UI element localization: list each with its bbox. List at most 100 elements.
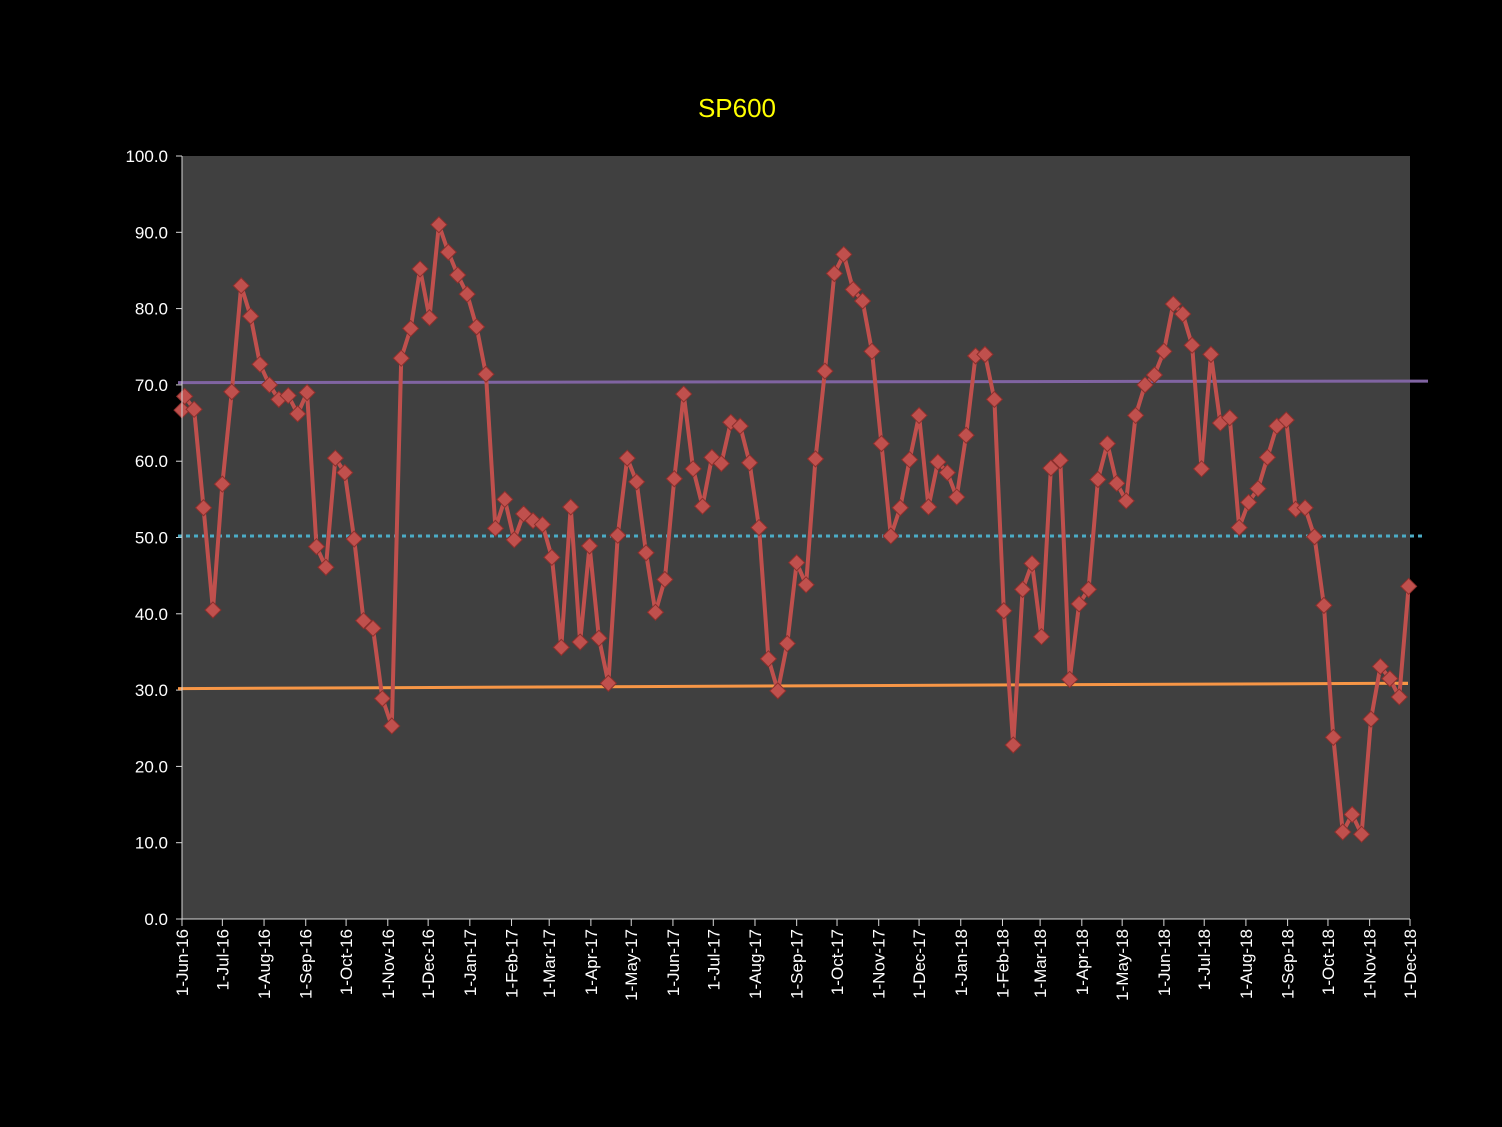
y-tick-label: 90.0 bbox=[135, 223, 168, 242]
data-point bbox=[354, 611, 373, 630]
data-point bbox=[336, 463, 354, 482]
data-point bbox=[1305, 528, 1324, 546]
x-tick-label: 1-Aug-18 bbox=[1237, 929, 1256, 999]
y-tick-label: 40.0 bbox=[135, 605, 168, 624]
data-point bbox=[853, 292, 872, 310]
data-point bbox=[891, 499, 909, 517]
x-tick-label: 1-Jun-16 bbox=[173, 929, 192, 996]
data-point bbox=[1296, 499, 1314, 517]
x-tick-label: 1-Dec-18 bbox=[1401, 929, 1420, 999]
y-tick-label: 50.0 bbox=[135, 529, 168, 548]
x-tick-label: 1-Oct-18 bbox=[1319, 929, 1338, 995]
data-point bbox=[1164, 295, 1182, 313]
data-point bbox=[825, 264, 844, 283]
x-tick-label: 1-Dec-16 bbox=[419, 929, 438, 999]
data-point bbox=[646, 603, 665, 621]
data-point bbox=[609, 526, 627, 544]
x-tick-label: 1-Aug-16 bbox=[255, 929, 274, 999]
data-point bbox=[439, 243, 458, 261]
data-point bbox=[590, 629, 608, 647]
data-point bbox=[929, 453, 947, 471]
y-tick-label: 10.0 bbox=[135, 834, 168, 853]
x-tick-label: 1-Oct-17 bbox=[828, 929, 847, 995]
data-point bbox=[477, 365, 495, 383]
data-point bbox=[1192, 460, 1211, 478]
data-point bbox=[373, 689, 392, 708]
data-point bbox=[618, 449, 636, 467]
data-point bbox=[288, 405, 307, 423]
x-tick-label: 1-Feb-18 bbox=[993, 929, 1012, 998]
data-point bbox=[1221, 409, 1239, 427]
data-point bbox=[486, 519, 505, 538]
y-tick-label: 0.0 bbox=[144, 910, 168, 929]
data-point bbox=[1070, 595, 1088, 613]
data-point bbox=[1352, 825, 1371, 844]
data-point bbox=[882, 527, 900, 545]
data-point bbox=[364, 619, 382, 638]
data-point bbox=[806, 450, 825, 468]
data-point bbox=[326, 449, 345, 467]
series-line bbox=[180, 222, 1411, 837]
x-tick-label: 1-Oct-16 bbox=[337, 929, 356, 995]
x-tick-label: 1-Jun-17 bbox=[664, 929, 683, 996]
data-point bbox=[1343, 805, 1361, 824]
data-point bbox=[656, 570, 674, 589]
data-point bbox=[1277, 411, 1295, 429]
data-point bbox=[712, 454, 731, 473]
x-tick-label: 1-May-18 bbox=[1113, 929, 1132, 1001]
x-tick-label: 1-Mar-18 bbox=[1031, 929, 1050, 998]
data-point bbox=[1061, 670, 1079, 689]
data-point bbox=[260, 376, 279, 394]
plot-area bbox=[182, 156, 1410, 919]
data-point bbox=[241, 307, 260, 325]
data-point bbox=[204, 601, 222, 619]
data-point bbox=[637, 544, 655, 562]
data-point bbox=[599, 674, 618, 692]
x-tick-label: 1-Nov-16 bbox=[379, 929, 398, 999]
data-point bbox=[985, 390, 1004, 409]
data-point bbox=[1108, 474, 1126, 493]
y-tick-label: 100.0 bbox=[125, 147, 168, 166]
data-point bbox=[919, 498, 938, 516]
x-tick-label: 1-Sep-17 bbox=[788, 929, 807, 999]
data-point bbox=[430, 215, 448, 234]
data-point bbox=[1230, 518, 1248, 537]
data-point bbox=[213, 475, 232, 493]
data-point bbox=[900, 450, 919, 469]
y-axis: 0.0 10.0 20.0 30.0 40.0 50.0 60.0 70.0 80.0 90.0 1… bbox=[125, 147, 182, 929]
x-tick-label: 1-Apr-18 bbox=[1073, 929, 1092, 995]
data-point bbox=[938, 463, 957, 482]
data-point bbox=[1013, 580, 1032, 599]
reference-line bbox=[177, 681, 1409, 691]
data-point bbox=[449, 266, 467, 284]
data-point bbox=[1381, 669, 1399, 688]
data-point bbox=[279, 386, 297, 405]
data-point bbox=[345, 530, 363, 548]
data-point bbox=[1079, 580, 1098, 599]
data-point bbox=[693, 497, 712, 515]
data-point bbox=[910, 406, 928, 425]
data-point bbox=[816, 362, 834, 380]
x-tick-label: 1-May-17 bbox=[622, 929, 641, 1001]
x-tick-label: 1-Dec-17 bbox=[910, 929, 929, 999]
data-point bbox=[759, 650, 778, 668]
data-point bbox=[298, 383, 316, 402]
data-point bbox=[1202, 345, 1220, 364]
data-point bbox=[552, 638, 571, 657]
data-point bbox=[562, 498, 580, 516]
data-point bbox=[863, 342, 881, 361]
x-tick-label: 1-Feb-17 bbox=[503, 929, 522, 998]
data-point bbox=[1183, 336, 1201, 354]
data-point bbox=[1145, 366, 1164, 384]
data-point bbox=[458, 285, 476, 303]
data-point bbox=[665, 470, 683, 488]
data-point bbox=[787, 553, 806, 572]
x-axis: 1-Jun-16 1-Jul-16 1-Aug-16 1-Sep-16 1-Oct-16… bbox=[173, 919, 1420, 1001]
y-tick-label: 30.0 bbox=[135, 681, 168, 700]
data-point bbox=[496, 490, 514, 509]
data-point bbox=[251, 355, 269, 374]
x-tick-label: 1-Jan-17 bbox=[461, 929, 480, 996]
x-tick-label: 1-Nov-17 bbox=[870, 929, 889, 999]
data-point bbox=[1399, 577, 1418, 596]
